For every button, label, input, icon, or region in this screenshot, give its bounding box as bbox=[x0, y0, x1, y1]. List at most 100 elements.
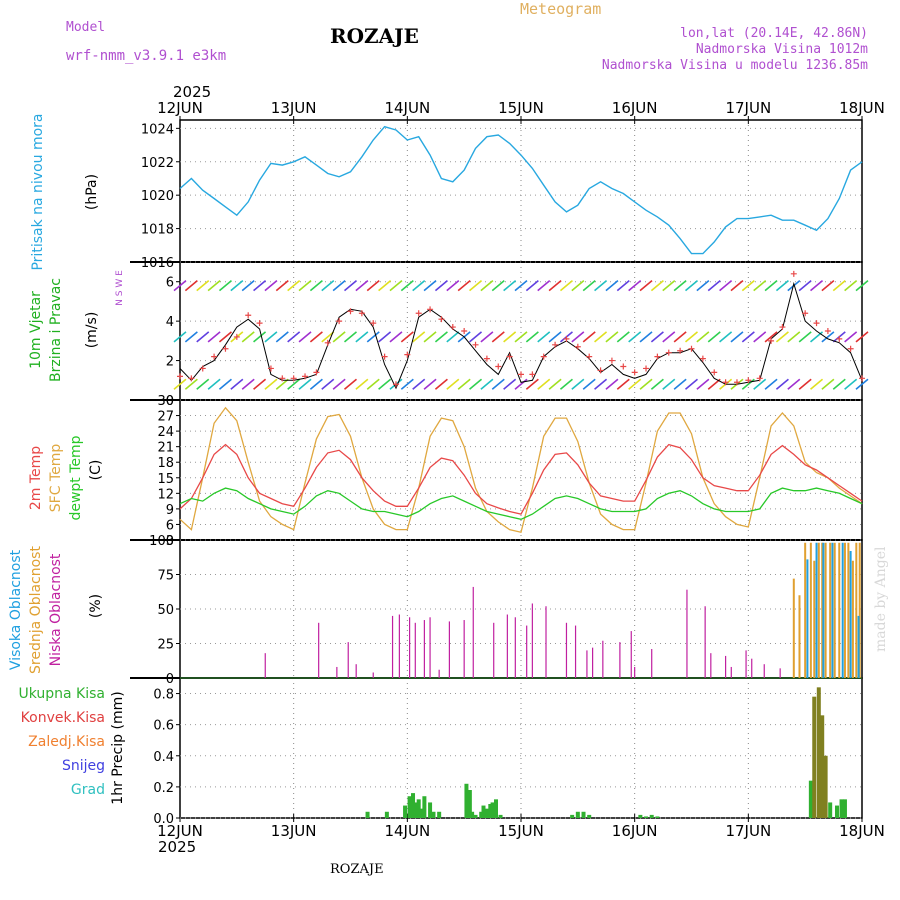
wind-barb bbox=[218, 378, 232, 390]
wind-barb bbox=[207, 378, 221, 390]
wind-gust-marker bbox=[427, 306, 434, 313]
precip-bar bbox=[437, 811, 442, 818]
y-tick-label-temperature: 12 bbox=[157, 487, 174, 502]
wind-gust-marker bbox=[188, 375, 195, 382]
model-elevation: Nadmorska Visina u modelu 1236.85m bbox=[601, 58, 868, 73]
x-tick-label-top: 12JUN bbox=[157, 99, 203, 117]
wind-gust-marker bbox=[290, 375, 297, 382]
wind-barb bbox=[832, 378, 846, 390]
wind-gust-marker bbox=[586, 353, 593, 360]
wind-barb bbox=[457, 378, 471, 390]
wind-barb bbox=[503, 378, 517, 390]
precip-bar bbox=[820, 715, 825, 818]
elevation: Nadmorska Visina 1012m bbox=[695, 42, 868, 57]
wind-barb bbox=[457, 280, 471, 292]
wind-barb bbox=[332, 378, 346, 390]
y-tick-label-pressure: 1020 bbox=[141, 189, 174, 204]
wind-barb bbox=[298, 280, 312, 292]
wind-barb bbox=[241, 280, 255, 292]
temp-ylabel-sfc: SFC Temp bbox=[48, 444, 64, 513]
wind-barb bbox=[355, 331, 369, 343]
wind-barb bbox=[309, 280, 323, 292]
wind-barb bbox=[412, 378, 426, 390]
wind-gust-marker bbox=[574, 343, 581, 350]
wind-gust-marker bbox=[279, 375, 286, 382]
precip-bar bbox=[649, 814, 654, 818]
wind-barb bbox=[605, 378, 619, 390]
y-tick-label-temperature: 21 bbox=[157, 441, 174, 456]
wind-barb bbox=[571, 378, 585, 390]
precip-legend-item: Snijeg bbox=[62, 758, 105, 774]
wind-barb bbox=[775, 378, 789, 390]
y-tick-label-precip: 0.8 bbox=[153, 688, 174, 703]
wind-ylabel-sub: Brzina i Pravac bbox=[48, 278, 64, 382]
wind-barb bbox=[764, 331, 778, 343]
wind-gust-marker bbox=[643, 365, 650, 372]
wind-barb bbox=[537, 378, 551, 390]
wind-barb bbox=[662, 331, 676, 343]
wind-barb bbox=[594, 331, 608, 343]
precip-bar bbox=[416, 799, 421, 818]
precip-bar bbox=[816, 687, 821, 818]
wind-barb bbox=[594, 378, 608, 390]
wind-barb bbox=[173, 280, 187, 292]
page-title: ROZAJE bbox=[330, 24, 419, 48]
precip-bar bbox=[839, 799, 844, 818]
wind-barb bbox=[287, 280, 301, 292]
wind-barb bbox=[514, 378, 528, 390]
y-tick-label-wind: 2 bbox=[166, 355, 174, 370]
y-tick-label-cloud: 0 bbox=[166, 672, 174, 687]
wind-barb bbox=[673, 280, 687, 292]
wind-barb bbox=[673, 331, 687, 343]
wind-gust-marker bbox=[267, 365, 274, 372]
wind-barb bbox=[389, 331, 403, 343]
dewpt-line bbox=[179, 487, 863, 520]
wind-gust-marker bbox=[813, 320, 820, 327]
wind-gust-marker bbox=[722, 379, 729, 386]
wind-barb bbox=[559, 378, 573, 390]
wind-barb bbox=[798, 280, 812, 292]
precip-legend-item: Grad bbox=[71, 782, 105, 798]
wind-gust-marker bbox=[222, 345, 229, 352]
wind-gust-marker bbox=[438, 316, 445, 323]
wind-barb bbox=[230, 280, 244, 292]
precip-bar bbox=[422, 796, 427, 818]
footer-station: ROZAJE bbox=[330, 862, 384, 877]
wind-barb bbox=[844, 378, 858, 390]
wind-barb bbox=[582, 280, 596, 292]
wind-compass: N S W E bbox=[115, 270, 125, 306]
wind-barb bbox=[321, 280, 335, 292]
wind-barb bbox=[673, 378, 687, 390]
wind-barb bbox=[548, 378, 562, 390]
wind-barb bbox=[480, 280, 494, 292]
wind-gust-marker bbox=[790, 270, 797, 277]
wind-barb bbox=[287, 378, 301, 390]
wind-barb bbox=[559, 280, 573, 292]
x-tick-label-top: 17JUN bbox=[725, 99, 771, 117]
wind-gust-marker bbox=[699, 355, 706, 362]
wind-gust-marker bbox=[302, 373, 309, 380]
wind-barb bbox=[423, 331, 437, 343]
wind-barb bbox=[287, 331, 301, 343]
x-tick-label-top: 16JUN bbox=[612, 99, 658, 117]
wind-barb bbox=[469, 331, 483, 343]
wind-barb bbox=[844, 280, 858, 292]
pressure-ylabel: Pritisak na nivou mora bbox=[30, 113, 46, 270]
wind-barb bbox=[298, 378, 312, 390]
wind-barb bbox=[480, 331, 494, 343]
precip-bar bbox=[365, 811, 370, 818]
wind-barb bbox=[309, 378, 323, 390]
wind-barb bbox=[582, 331, 596, 343]
wind-barb bbox=[355, 280, 369, 292]
precip-bar bbox=[464, 783, 469, 818]
y-tick-label-precip: 0.0 bbox=[153, 812, 174, 827]
wind-gust-marker bbox=[483, 355, 490, 362]
wind-gust-marker bbox=[358, 310, 365, 317]
wind-gust-marker bbox=[859, 375, 865, 382]
wind-gust-marker bbox=[211, 353, 218, 360]
wind-gust-marker bbox=[779, 324, 786, 331]
wind-barb bbox=[275, 280, 289, 292]
wind-barb bbox=[787, 378, 801, 390]
precip-bar bbox=[498, 814, 503, 818]
wind-gust-marker bbox=[631, 369, 638, 376]
